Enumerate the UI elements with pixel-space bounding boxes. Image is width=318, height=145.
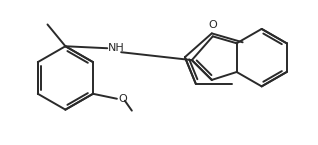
Text: NH: NH (108, 43, 125, 53)
Text: O: O (118, 94, 127, 104)
Text: O: O (208, 20, 217, 30)
